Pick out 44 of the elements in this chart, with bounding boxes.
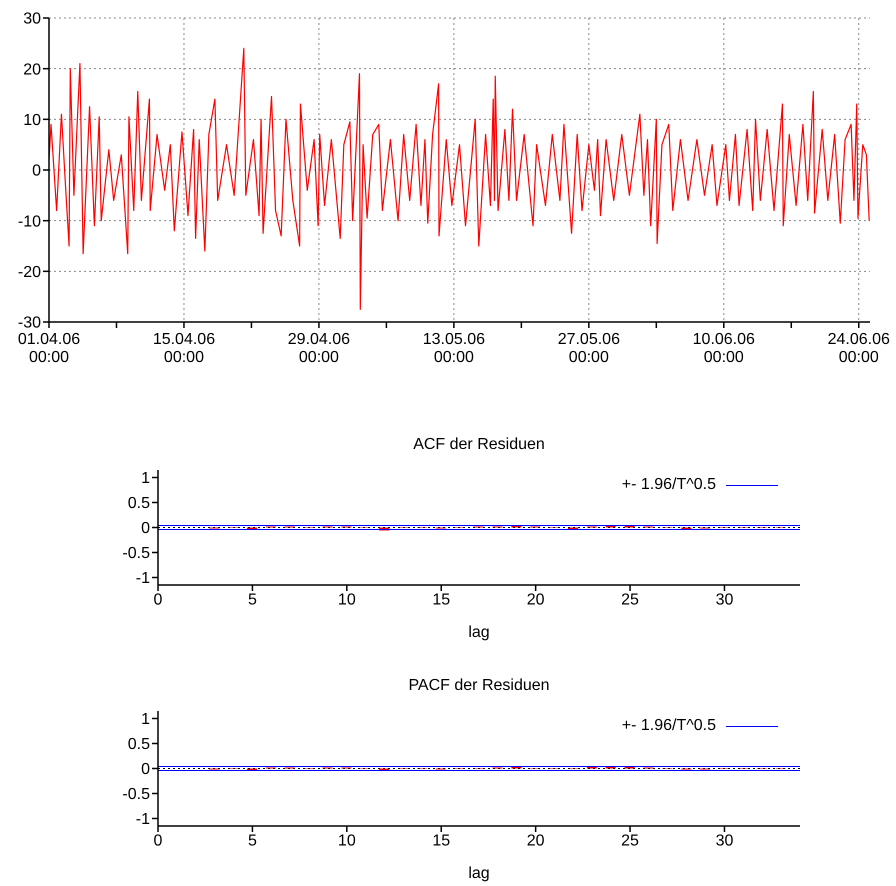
y-tick-label: -1 (136, 570, 150, 588)
chart-title: ACF der Residuen (412, 436, 546, 454)
y-tick-label: -30 (18, 314, 42, 332)
y-tick-label: 1 (141, 711, 150, 728)
y-tick-label: 1 (141, 470, 150, 488)
chart-title: PACF der Residuen (407, 677, 551, 695)
x-tick-label: 20 (526, 591, 545, 608)
x-tick-label: 25 (621, 832, 640, 850)
x-tick-label: 5 (248, 832, 257, 850)
x-tick-label: 15 (432, 832, 450, 850)
x-tick-label: 10 (338, 832, 356, 850)
x-tick-label: 30 (716, 832, 734, 850)
y-tick-label: -10 (18, 213, 42, 230)
x-tick-label: 15.04.06 00:00 (152, 331, 216, 366)
x-tick-label: 15 (432, 591, 450, 608)
x-tick-label: 0 (154, 591, 163, 608)
y-tick-label: -0.5 (122, 545, 150, 562)
y-tick-label: 0 (32, 162, 42, 180)
y-tick-label: 30 (23, 10, 42, 28)
y-tick-label: 20 (23, 61, 42, 78)
x-tick-label: 25 (621, 591, 640, 608)
legend-label: +- 1.96/T^0.5 (622, 717, 716, 735)
x-axis-title: lag (468, 624, 490, 641)
y-tick-label: 10 (23, 112, 42, 130)
x-tick-label: 10 (338, 591, 356, 608)
y-tick-label: -1 (136, 811, 150, 828)
x-axis-title: lag (468, 865, 490, 882)
x-tick-label: 30 (716, 591, 734, 608)
x-tick-label: 10.06.06 00:00 (692, 331, 756, 366)
y-tick-label: 0.5 (128, 495, 150, 512)
x-tick-label: 27.05.06 00:00 (558, 331, 620, 366)
legend-label: +- 1.96/T^0.5 (622, 476, 716, 494)
x-tick-label: 01.04.06 00:00 (18, 331, 80, 366)
y-tick-label: 0 (141, 761, 150, 778)
x-tick-label: 5 (248, 591, 257, 608)
y-tick-label: -20 (18, 264, 42, 282)
x-tick-label: 0 (154, 832, 163, 850)
x-tick-label: 20 (526, 832, 545, 850)
x-tick-label: 24.06.06 00:00 (828, 331, 890, 366)
y-tick-label: -0.5 (122, 786, 150, 804)
x-tick-label: 29.04.06 00:00 (288, 331, 350, 366)
y-tick-label: 0 (141, 520, 150, 538)
y-tick-label: 0.5 (128, 736, 150, 754)
x-tick-label: 13.05.06 00:00 (422, 331, 486, 366)
